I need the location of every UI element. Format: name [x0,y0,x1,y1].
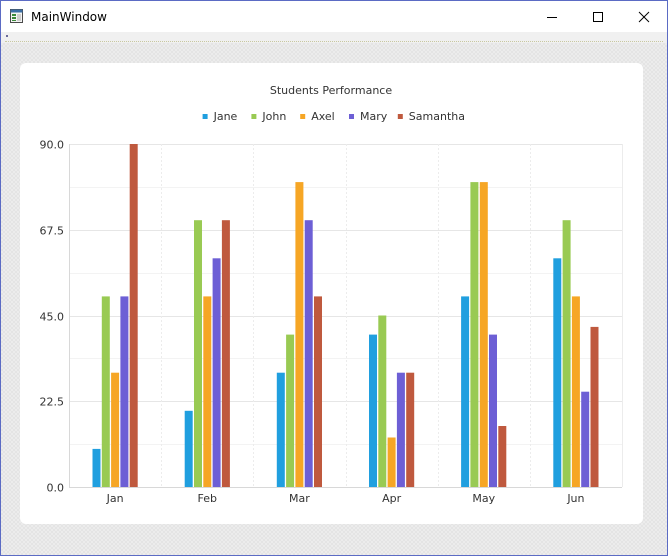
bar-john-jun [562,220,571,487]
bar-axel-may [479,182,488,487]
legend-marker [349,114,354,119]
axis-layer: 0.0 22.5 45.0 67.5 90.0 Jan Feb Mar Apr May Jun [40,139,622,505]
grid-layer [69,144,623,488]
bar-samantha-feb [221,220,230,487]
chart-title: Students Performance [270,84,392,97]
x-tick-label-may: May [472,492,495,505]
bar-axel-jan [111,372,120,487]
window-title: MainWindow [31,10,107,24]
bar-axel-feb [203,296,212,487]
menu-bar [1,32,667,43]
bar-jane-mar [276,372,285,487]
bar-mary-jun [581,391,590,487]
chart-view: 0.0 22.5 45.0 67.5 90.0 Jan Feb Mar Apr May Jun St… [20,63,643,524]
legend-label: Axel [311,110,335,123]
legend-marker [202,114,208,119]
bar-axel-jun [571,296,580,487]
x-tick-label-jan: Jan [106,492,124,505]
close-icon [638,11,650,22]
bar-samantha-may [498,426,507,487]
legend-label: Samantha [409,110,465,123]
bar-mary-mar [304,220,313,487]
title-bar[interactable]: MainWindow [1,1,667,32]
y-tick-label: 90.0 [40,139,65,152]
bar-mary-feb [212,258,221,487]
x-tick-label-mar: Mar [289,492,310,505]
bar-mary-may [489,334,497,487]
legend-label: John [261,110,286,123]
minimize-icon [547,16,557,18]
maximize-icon [593,11,603,22]
bar-john-may [470,182,479,487]
bar-samantha-mar [314,296,322,487]
legend-marker [300,114,306,119]
x-tick-label-feb: Feb [198,492,217,505]
bar-jane-jun [553,258,562,487]
legend-label: Mary [360,110,388,123]
bars-layer [92,144,599,487]
minimize-button[interactable] [529,1,575,32]
close-button[interactable] [621,1,667,32]
legend-label: Jane [213,110,238,123]
legend-item-axel: Axel [300,110,335,123]
legend-marker [397,114,403,119]
bar-mary-jan [120,296,129,487]
bar-john-mar [286,334,295,487]
legend-marker [251,114,257,119]
bar-samantha-jun [590,326,599,487]
bar-samantha-jan [129,144,138,487]
y-tick-label: 0.0 [47,482,65,495]
legend-item-mary: Mary [349,110,388,123]
x-tick-label-apr: Apr [382,492,402,505]
bar-jane-may [461,296,470,487]
legend-item-john: John [251,110,286,123]
menu-grip [6,35,8,37]
legend: Jane John Axel Mary Samantha [202,110,465,123]
bar-axel-mar [295,182,304,487]
bar-chart: 0.0 22.5 45.0 67.5 90.0 Jan Feb Mar Apr May Jun St… [40,84,623,505]
bar-john-jan [101,296,110,487]
bar-jane-apr [369,334,377,487]
bar-jane-jan [92,448,101,487]
legend-item-jane: Jane [202,110,238,123]
maximize-button[interactable] [575,1,621,32]
bar-samantha-apr [406,372,415,487]
legend-item-samantha: Samantha [397,110,465,123]
bar-john-feb [194,220,202,487]
y-tick-label: 22.5 [40,396,65,409]
x-tick-label-jun: Jun [566,492,584,505]
y-tick-label: 67.5 [40,225,65,238]
bar-axel-apr [387,437,396,487]
bar-john-apr [378,315,387,487]
bar-jane-feb [184,410,193,487]
toolbar-separator [5,41,663,42]
application-window-icon [9,8,25,24]
bar-mary-apr [396,372,405,487]
y-tick-label: 45.0 [40,311,65,324]
